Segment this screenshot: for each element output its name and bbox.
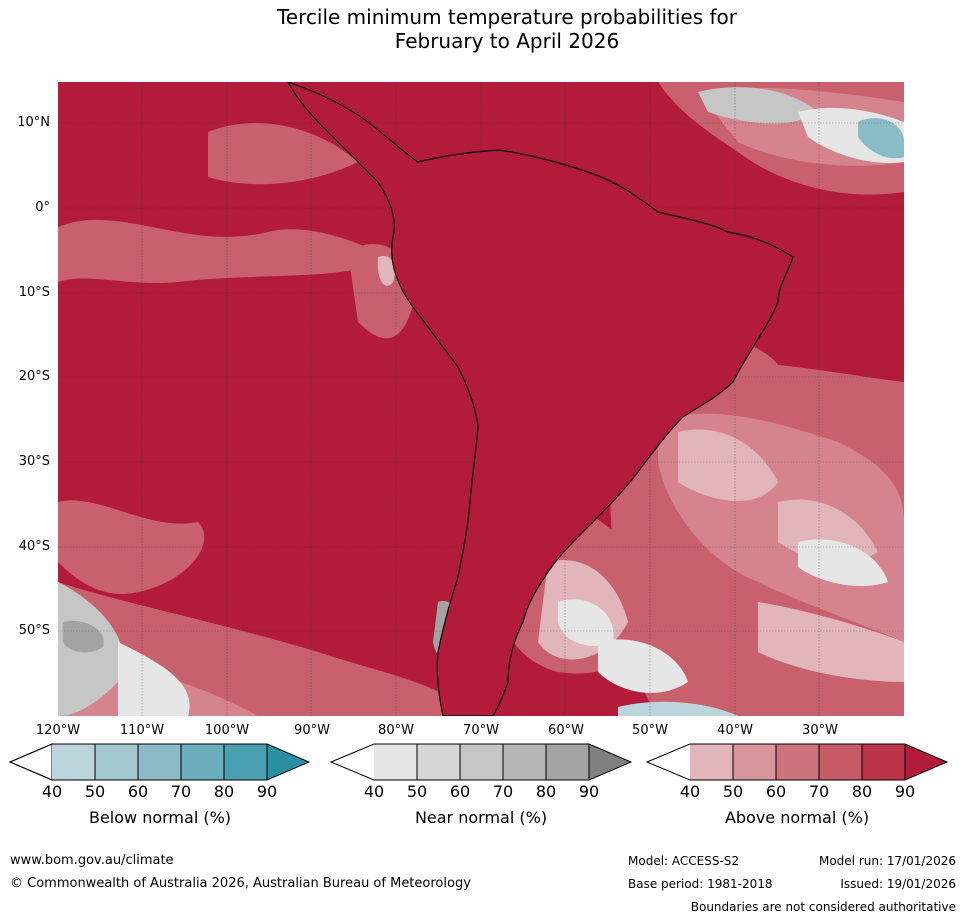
disclaimer-text: Boundaries are not considered authoritat… xyxy=(690,900,956,914)
copyright-text: © Commonwealth of Australia 2026, Austra… xyxy=(10,876,471,891)
lat-label-50s: 50°S xyxy=(18,623,50,638)
near-seg-40 xyxy=(374,744,417,780)
issued-text: Issued: 19/01/2026 xyxy=(840,877,956,891)
near-seg-80 xyxy=(546,744,589,780)
below-normal-label: Below normal (%) xyxy=(88,808,232,827)
lon-label-90w: 90°W xyxy=(294,723,330,738)
below-normal-patches xyxy=(618,118,904,716)
lon-label-110w: 110°W xyxy=(119,723,165,738)
land-patch-andes-light xyxy=(377,256,395,286)
base-period-text: Base period: 1981-2018 xyxy=(628,877,773,891)
patch-patagonia-grey xyxy=(558,599,614,646)
near-tick-90: 90 xyxy=(578,782,600,801)
above-tick-80: 80 xyxy=(851,782,873,801)
above-seg-80 xyxy=(862,744,905,780)
patch-north-pacific xyxy=(208,123,358,185)
below-seg-40 xyxy=(52,744,95,780)
chart-title-line-1: Tercile minimum temperature probabilitie… xyxy=(276,5,738,29)
above-seg-70 xyxy=(819,744,862,780)
model-run-text: Model run: 17/01/2026 xyxy=(818,854,956,868)
patch-north-atl-grey xyxy=(698,87,818,124)
probability-map xyxy=(58,82,904,716)
colorbars xyxy=(8,743,949,781)
near-normal-patches xyxy=(58,87,904,716)
chart-title-line-2: February to April 2026 xyxy=(394,29,620,53)
patch-far-atl-grey xyxy=(598,639,688,693)
above-tick-50: 50 xyxy=(722,782,744,801)
near-tick-80: 80 xyxy=(535,782,557,801)
above-tick-40: 40 xyxy=(679,782,701,801)
lon-label-100w: 100°W xyxy=(204,723,250,738)
lat-label-30s: 30°S xyxy=(18,454,50,469)
lon-label-50w: 50°W xyxy=(632,723,668,738)
near-normal-label: Near normal (%) xyxy=(414,808,548,827)
above-under-arrow xyxy=(647,744,690,780)
near-tick-50: 50 xyxy=(406,782,428,801)
near-seg-70 xyxy=(503,744,546,780)
below-seg-50 xyxy=(95,744,138,780)
near-under-arrow xyxy=(331,744,374,780)
colorbar-near xyxy=(329,743,633,781)
patch-eq-pacific xyxy=(58,219,388,284)
lon-label-120w: 120°W xyxy=(35,723,81,738)
lon-label-70w: 70°W xyxy=(463,723,499,738)
below-over-arrow xyxy=(267,744,309,780)
above-tick-90: 90 xyxy=(894,782,916,801)
below-seg-60 xyxy=(138,744,181,780)
above-normal-label: Above normal (%) xyxy=(724,808,870,827)
model-text: Model: ACCESS-S2 xyxy=(628,854,740,868)
lat-label-10s: 10°S xyxy=(18,285,50,300)
website-link[interactable]: www.bom.gov.au/climate xyxy=(10,853,174,868)
lon-label-80w: 80°W xyxy=(378,723,414,738)
patch-atl-grey-1 xyxy=(798,539,888,587)
lon-label-40w: 40°W xyxy=(717,723,753,738)
above-over-arrow xyxy=(905,744,947,780)
below-tick-70: 70 xyxy=(170,782,192,801)
above-tick-70: 70 xyxy=(808,782,830,801)
near-tick-40: 40 xyxy=(363,782,385,801)
near-tick-70: 70 xyxy=(492,782,514,801)
near-seg-60 xyxy=(460,744,503,780)
lat-label-40s: 40°S xyxy=(18,539,50,554)
below-seg-70 xyxy=(181,744,224,780)
near-over-arrow xyxy=(589,744,631,780)
patch-south-blue xyxy=(618,701,738,716)
below-tick-40: 40 xyxy=(41,782,63,801)
near-outline xyxy=(329,743,633,781)
above-seg-50 xyxy=(733,744,776,780)
below-tick-80: 80 xyxy=(213,782,235,801)
below-under-arrow xyxy=(8,743,53,781)
above-tick-60: 60 xyxy=(765,782,787,801)
patch-far-south-atl xyxy=(758,602,904,682)
above-seg-60 xyxy=(776,744,819,780)
above-outline xyxy=(645,743,949,781)
below-tick-90: 90 xyxy=(256,782,278,801)
near-seg-50 xyxy=(417,744,460,780)
lat-label-20s: 20°S xyxy=(18,369,50,384)
patch-atl-light xyxy=(678,429,778,501)
lon-label-60w: 60°W xyxy=(548,723,584,738)
patch-north-atl-blue xyxy=(858,118,904,159)
near-tick-60: 60 xyxy=(449,782,471,801)
above-seg-40 xyxy=(690,744,733,780)
below-seg-80 xyxy=(224,744,267,780)
below-tick-60: 60 xyxy=(127,782,149,801)
below-tick-50: 50 xyxy=(84,782,106,801)
lat-label-0: 0° xyxy=(35,200,50,215)
colorbar-above xyxy=(645,743,949,781)
below-outline xyxy=(8,743,311,781)
lat-label-10n: 10°N xyxy=(17,115,50,130)
patch-sw-grey-dark xyxy=(63,621,104,653)
colorbar-below xyxy=(8,743,311,781)
patch-sw-pacific-grey-2 xyxy=(118,642,190,716)
lon-label-30w: 30°W xyxy=(802,723,838,738)
